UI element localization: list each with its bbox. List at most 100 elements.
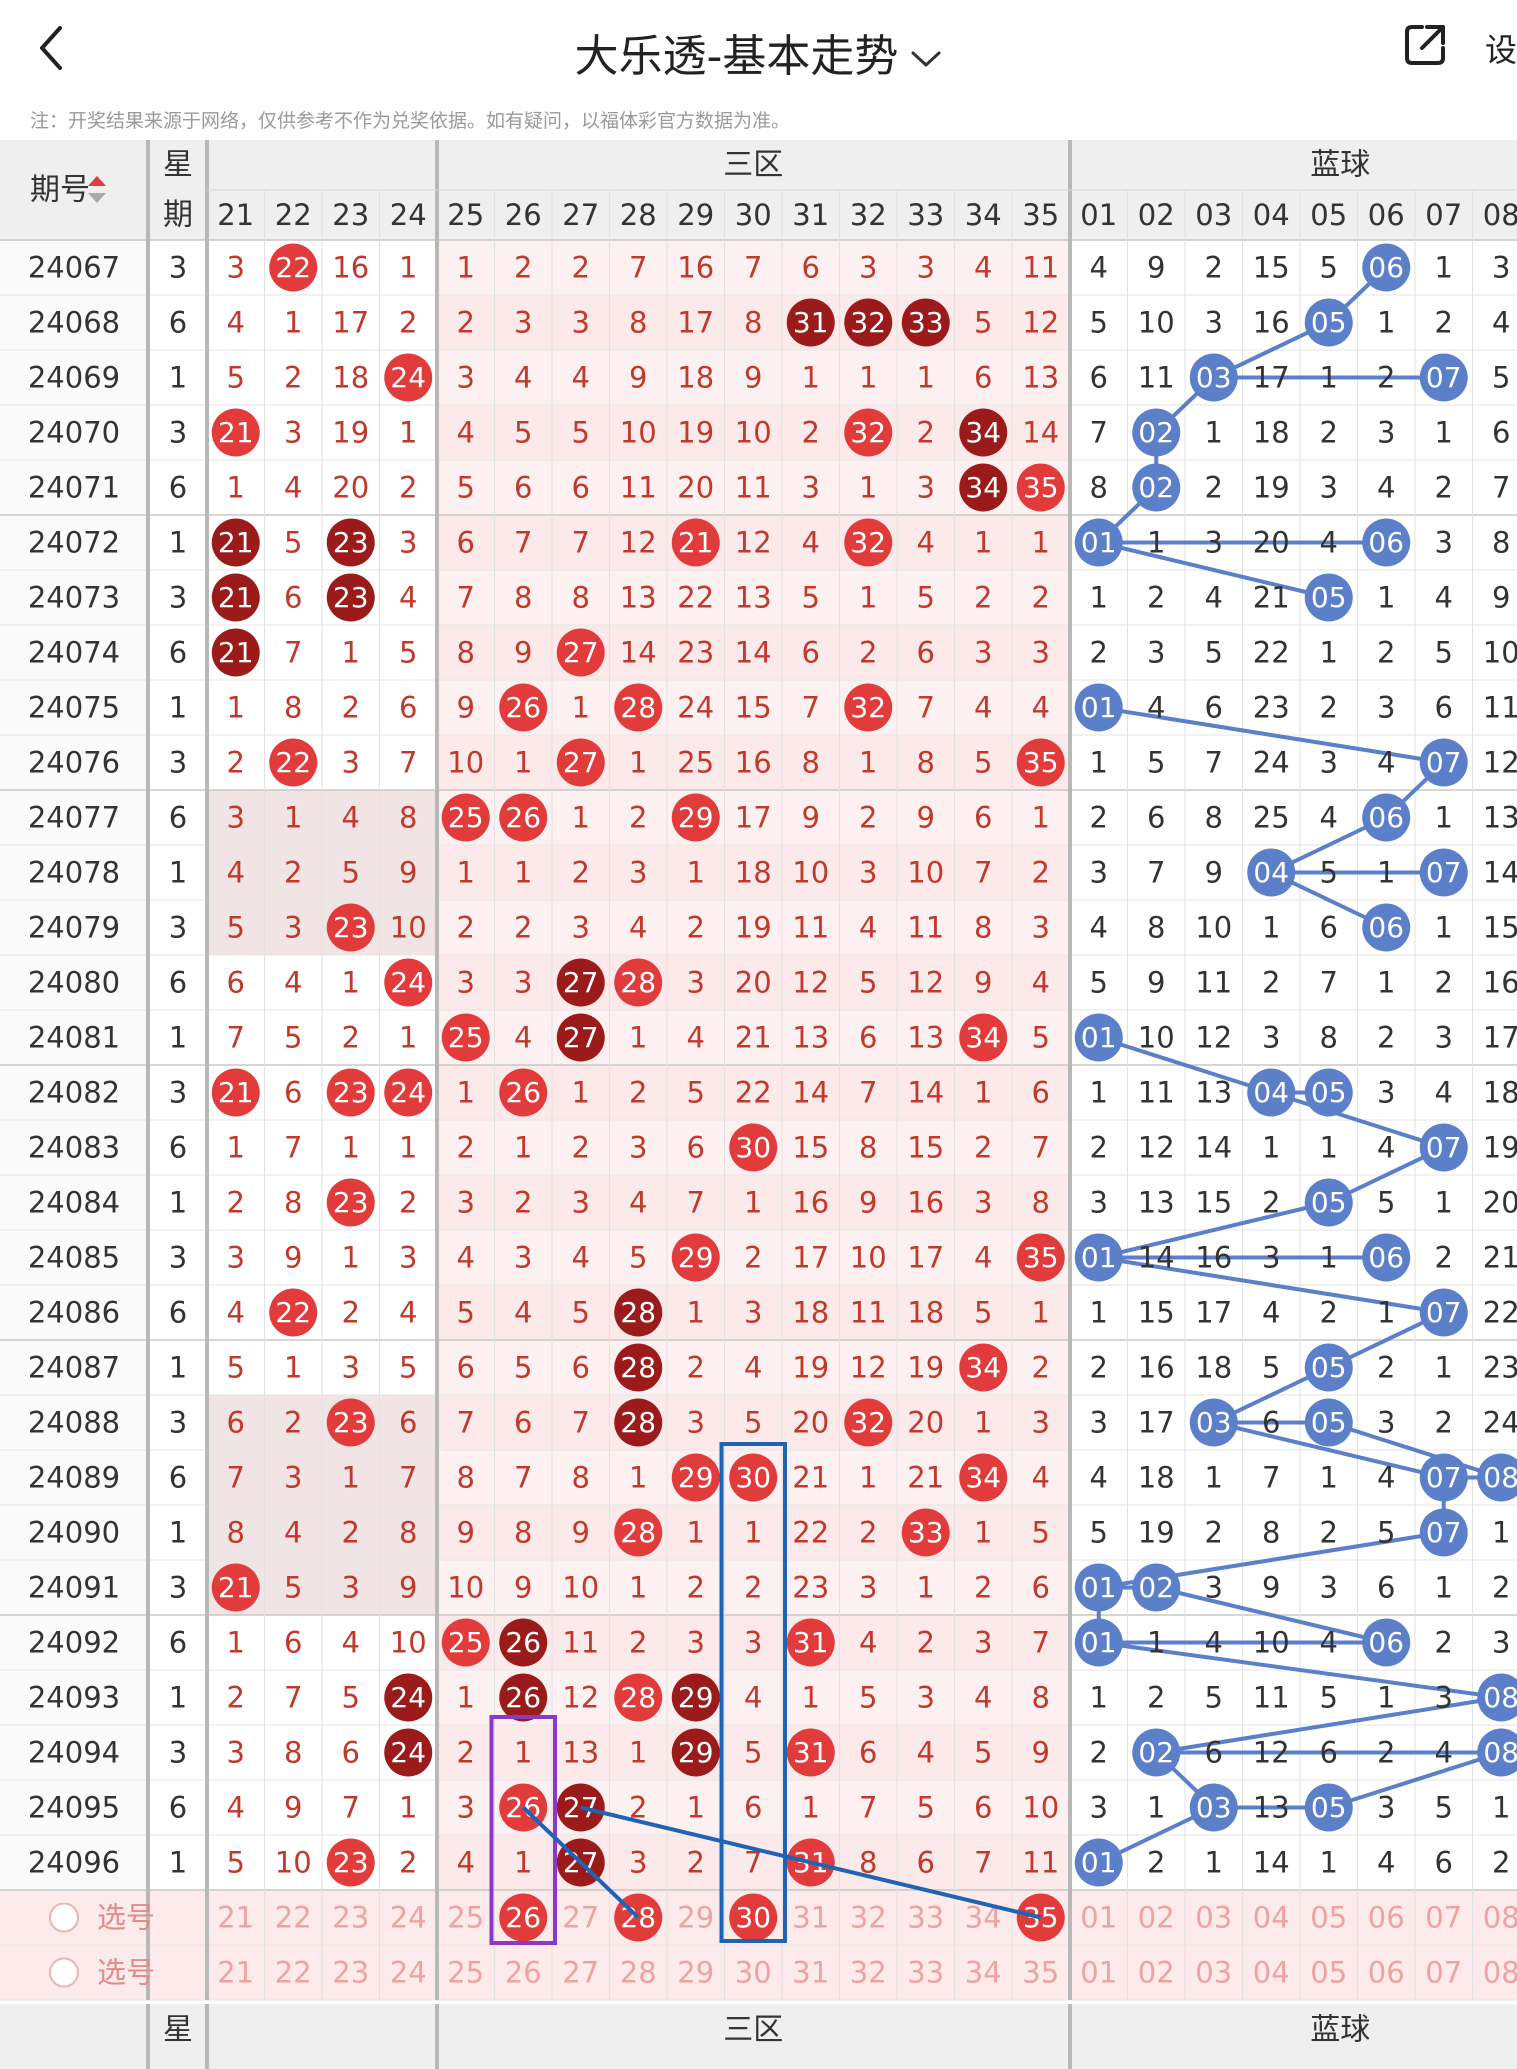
selectable-red-number[interactable]: 27: [562, 1901, 599, 1935]
selectable-red-number[interactable]: 35: [1022, 1956, 1059, 1990]
chevron-down-icon[interactable]: [910, 49, 942, 69]
selectable-red-number[interactable]: 24: [390, 1956, 427, 1990]
blue-miss-count: 13: [1483, 801, 1517, 835]
red-miss-count: 4: [1032, 966, 1050, 1000]
zone3-label: 三区: [723, 148, 783, 183]
period-cell: 24081: [28, 1021, 120, 1055]
blue-miss-count: 2: [1147, 1846, 1165, 1880]
red-miss-count: 6: [917, 636, 935, 670]
red-ball-hit: [326, 1068, 375, 1117]
selectable-red-number[interactable]: 21: [217, 1956, 254, 1990]
blue-zone-label: 蓝球: [1310, 148, 1370, 183]
red-ball-number: 29: [678, 1241, 714, 1274]
blue-miss-count: 1: [1492, 1791, 1510, 1825]
red-ball-number: 24: [390, 1736, 426, 1769]
share-icon[interactable]: [1400, 20, 1450, 70]
select-row[interactable]: 选号 21 22 23 24 25 26 27 28 29 30 31 32 33 34 35 01 02 03 04…: [49, 1893, 1517, 1942]
selectable-red-number[interactable]: 33: [907, 1956, 944, 1990]
blue-miss-count: 1: [1090, 1296, 1108, 1330]
week-header: 期: [163, 198, 193, 233]
red-miss-count: 20: [792, 1406, 829, 1440]
selectable-red-number[interactable]: 22: [275, 1901, 312, 1935]
selectable-blue-number[interactable]: 03: [1195, 1901, 1232, 1935]
week-cell: 6: [169, 1131, 187, 1165]
selectable-blue-number[interactable]: 04: [1253, 1901, 1290, 1935]
red-ball-number: 29: [678, 1461, 714, 1494]
red-ball-hit: [959, 1453, 1008, 1502]
selectable-blue-number[interactable]: 07: [1425, 1901, 1462, 1935]
selectable-blue-number[interactable]: 01: [1080, 1901, 1117, 1935]
selected-red-ball[interactable]: [499, 1893, 548, 1942]
selectable-blue-number[interactable]: 05: [1310, 1956, 1347, 1990]
selectable-red-number[interactable]: 34: [965, 1956, 1002, 1990]
red-miss-count: 4: [974, 691, 992, 725]
selectable-red-number[interactable]: 25: [447, 1901, 484, 1935]
back-arrow-icon[interactable]: [30, 18, 80, 78]
red-miss-count: 5: [284, 526, 302, 560]
blue-ball-number: 06: [1368, 1626, 1404, 1659]
table-row: 24088 3 6 2 23 6 7 6 7 28 3 5 20 32 20 1 3 3 17 03 6 05 3 2 24: [28, 1398, 1517, 1447]
page-title[interactable]: 大乐透-基本走势: [0, 20, 1517, 84]
red-miss-count: 5: [342, 856, 360, 890]
red-miss-count: 1: [284, 306, 302, 340]
blue-miss-count: 6: [1320, 1736, 1338, 1770]
red-miss-count: 1: [687, 856, 705, 890]
selectable-red-number[interactable]: 29: [677, 1956, 714, 1990]
red-ball-hit: [499, 1618, 548, 1667]
red-ball-number: 24: [390, 1681, 426, 1714]
selectable-blue-number[interactable]: 01: [1080, 1956, 1117, 1990]
select-row[interactable]: 选号 21 22 23 24 25 26 27 28 29 30 31 32 33 34 35 01 02 03 04…: [49, 1956, 1517, 1990]
selectable-red-number[interactable]: 25: [447, 1956, 484, 1990]
selectable-red-number[interactable]: 26: [505, 1956, 542, 1990]
select-radio-icon[interactable]: [49, 1957, 79, 1988]
selectable-red-number[interactable]: 29: [677, 1901, 714, 1935]
select-radio-icon[interactable]: [49, 1902, 79, 1933]
period-cell: 24085: [28, 1241, 120, 1275]
blue-ball-hit: [1304, 298, 1353, 347]
selectable-red-number[interactable]: 32: [850, 1901, 887, 1935]
selectable-red-number[interactable]: 24: [390, 1901, 427, 1935]
selectable-blue-number[interactable]: 02: [1138, 1956, 1175, 1990]
selectable-blue-number[interactable]: 08: [1483, 1901, 1517, 1935]
settings-button[interactable]: 设: [1485, 31, 1517, 69]
red-miss-count: 5: [342, 1681, 360, 1715]
selectable-blue-number[interactable]: 07: [1425, 1956, 1462, 1990]
red-miss-count: 2: [342, 1021, 360, 1055]
red-miss-count: 3: [572, 1186, 590, 1220]
red-miss-count: 16: [735, 746, 772, 780]
selectable-red-number[interactable]: 23: [332, 1956, 369, 1990]
red-miss-count: 5: [974, 1296, 992, 1330]
blue-ball-hit: [1132, 1728, 1181, 1777]
selectable-blue-number[interactable]: 02: [1138, 1901, 1175, 1935]
red-miss-count: 5: [457, 471, 475, 505]
red-ball-number: 21: [218, 1076, 254, 1109]
selectable-red-number[interactable]: 30: [735, 1956, 772, 1990]
red-miss-count: 15: [792, 1131, 829, 1165]
sort-icon[interactable]: [88, 176, 106, 203]
selectable-red-number[interactable]: 23: [332, 1901, 369, 1935]
selectable-red-number[interactable]: 28: [620, 1956, 657, 1990]
selected-red-ball[interactable]: [729, 1893, 778, 1942]
selectable-blue-number[interactable]: 06: [1368, 1901, 1405, 1935]
selectable-red-number[interactable]: 22: [275, 1956, 312, 1990]
selectable-red-number[interactable]: 27: [562, 1956, 599, 1990]
blue-miss-count: 1: [1377, 1681, 1395, 1715]
selectable-red-number[interactable]: 33: [907, 1901, 944, 1935]
selectable-blue-number[interactable]: 05: [1310, 1901, 1347, 1935]
selectable-blue-number[interactable]: 08: [1483, 1956, 1517, 1990]
blue-miss-count: 6: [1435, 691, 1453, 725]
red-miss-count: 3: [974, 636, 992, 670]
selectable-blue-number[interactable]: 03: [1195, 1956, 1232, 1990]
selectable-blue-number[interactable]: 04: [1253, 1956, 1290, 1990]
red-miss-count: 5: [917, 1791, 935, 1825]
red-miss-count: 3: [399, 526, 417, 560]
selectable-red-number[interactable]: 21: [217, 1901, 254, 1935]
week-cell: 1: [169, 856, 187, 890]
selectable-red-number[interactable]: 32: [850, 1956, 887, 1990]
selectable-blue-number[interactable]: 06: [1368, 1956, 1405, 1990]
period-header[interactable]: 期号: [30, 173, 90, 208]
selectable-red-number[interactable]: 31: [792, 1956, 829, 1990]
selectable-red-number[interactable]: 31: [792, 1901, 829, 1935]
red-miss-count: 2: [859, 636, 877, 670]
red-miss-count: 10: [1022, 1791, 1059, 1825]
